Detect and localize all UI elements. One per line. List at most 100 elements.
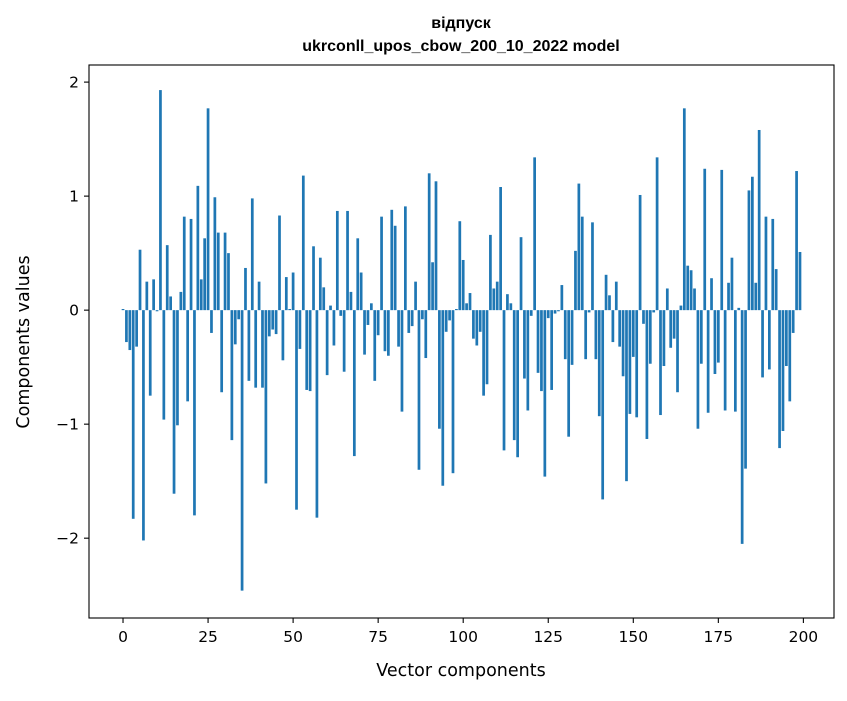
x-tick-label: 150 — [618, 628, 648, 646]
bar-110 — [495, 281, 499, 311]
bar-145 — [614, 281, 618, 311]
bar-28 — [216, 232, 220, 311]
bar-107 — [485, 310, 489, 385]
bar-170 — [699, 310, 703, 364]
bar-43 — [267, 310, 271, 337]
bar-71 — [363, 310, 366, 355]
bar-150 — [631, 310, 635, 357]
bar-23 — [199, 279, 203, 311]
bar-51 — [295, 310, 298, 510]
bar-75 — [376, 310, 380, 336]
bar-88 — [421, 310, 424, 320]
bar-108 — [489, 234, 492, 311]
x-axis-label: Vector components — [376, 661, 545, 681]
bar-25 — [206, 108, 210, 311]
bar-72 — [366, 310, 370, 325]
y-tick-label: 1 — [69, 188, 79, 206]
x-axis-ticks: 0 25 50 75 100 125 150 175 200 — [118, 618, 818, 646]
bar-165 — [682, 108, 686, 311]
bar-194 — [781, 310, 785, 431]
bar-158 — [659, 310, 662, 416]
bar-115 — [512, 310, 516, 441]
bar-190 — [768, 310, 771, 370]
y-axis-label: Components values — [14, 255, 34, 428]
bar-32 — [230, 310, 234, 441]
bar-6 — [142, 310, 145, 541]
bar-98 — [455, 309, 458, 311]
bar-197 — [791, 310, 795, 333]
bar-100 — [461, 259, 465, 311]
y-tick-label: 2 — [69, 74, 79, 92]
bar-42 — [264, 310, 268, 484]
bar-182 — [740, 310, 744, 544]
bar-155 — [648, 310, 652, 364]
bar-13 — [165, 245, 169, 311]
bar-140 — [597, 310, 601, 417]
bar-80 — [393, 225, 397, 311]
bar-193 — [778, 310, 781, 449]
bar-47 — [281, 310, 285, 361]
bar-85 — [410, 310, 414, 327]
bar-76 — [380, 216, 383, 311]
bar-17 — [179, 291, 183, 311]
bar-8 — [148, 310, 152, 396]
x-tick-label: 25 — [198, 628, 218, 646]
bar-126 — [550, 310, 554, 390]
bar-21 — [193, 310, 196, 516]
bar-91 — [431, 262, 434, 311]
bar-122 — [536, 310, 540, 373]
bar-111 — [499, 187, 502, 311]
bar-129 — [560, 285, 564, 311]
bar-59 — [322, 287, 326, 311]
bar-176 — [720, 169, 724, 311]
bar-178 — [727, 282, 730, 311]
bar-114 — [509, 303, 513, 311]
y-tick-label: −2 — [56, 530, 79, 548]
y-tick-label: −1 — [56, 416, 79, 434]
bar-40 — [257, 281, 261, 311]
bar-137 — [587, 310, 591, 313]
bar-189 — [764, 216, 768, 311]
chart-title: відпуск — [431, 15, 492, 32]
x-tick-label: 200 — [789, 628, 819, 646]
bar-175 — [716, 310, 720, 363]
bar-148 — [625, 310, 628, 482]
y-axis-ticks: −2 −1 0 1 2 — [56, 74, 89, 548]
bar-103 — [472, 310, 475, 339]
bar-96 — [448, 310, 451, 321]
bar-162 — [672, 310, 676, 339]
bar-99 — [458, 221, 462, 311]
bar-179 — [730, 257, 734, 311]
bar-198 — [795, 171, 798, 311]
bar-53 — [301, 175, 305, 311]
bar-68 — [352, 310, 356, 457]
bar-152 — [638, 194, 642, 311]
bar-161 — [669, 310, 673, 348]
bar-12 — [162, 310, 166, 420]
bar-177 — [723, 310, 727, 411]
bar-95 — [444, 310, 448, 332]
bar-121 — [533, 157, 536, 311]
bar-131 — [567, 310, 571, 437]
bar-87 — [417, 310, 421, 470]
chart-subtitle: ukrconll_upos_cbow_200_10_2022 model — [302, 38, 619, 55]
bar-0 — [121, 309, 125, 311]
bar-153 — [642, 310, 645, 324]
bar-20 — [189, 218, 193, 311]
bar-64 — [339, 310, 343, 316]
bar-66 — [346, 210, 349, 311]
bar-62 — [332, 310, 336, 346]
bar-70 — [359, 272, 363, 311]
bar-136 — [584, 310, 588, 360]
bar-69 — [356, 238, 360, 311]
bar-116 — [516, 310, 519, 458]
x-tick-label: 75 — [368, 628, 388, 646]
bar-58 — [318, 257, 322, 311]
bar-119 — [526, 310, 530, 411]
bar-41 — [261, 310, 264, 388]
bar-89 — [424, 310, 428, 359]
bar-128 — [557, 310, 560, 312]
bar-124 — [543, 310, 547, 477]
bar-125 — [546, 310, 550, 319]
bar-127 — [553, 310, 557, 314]
